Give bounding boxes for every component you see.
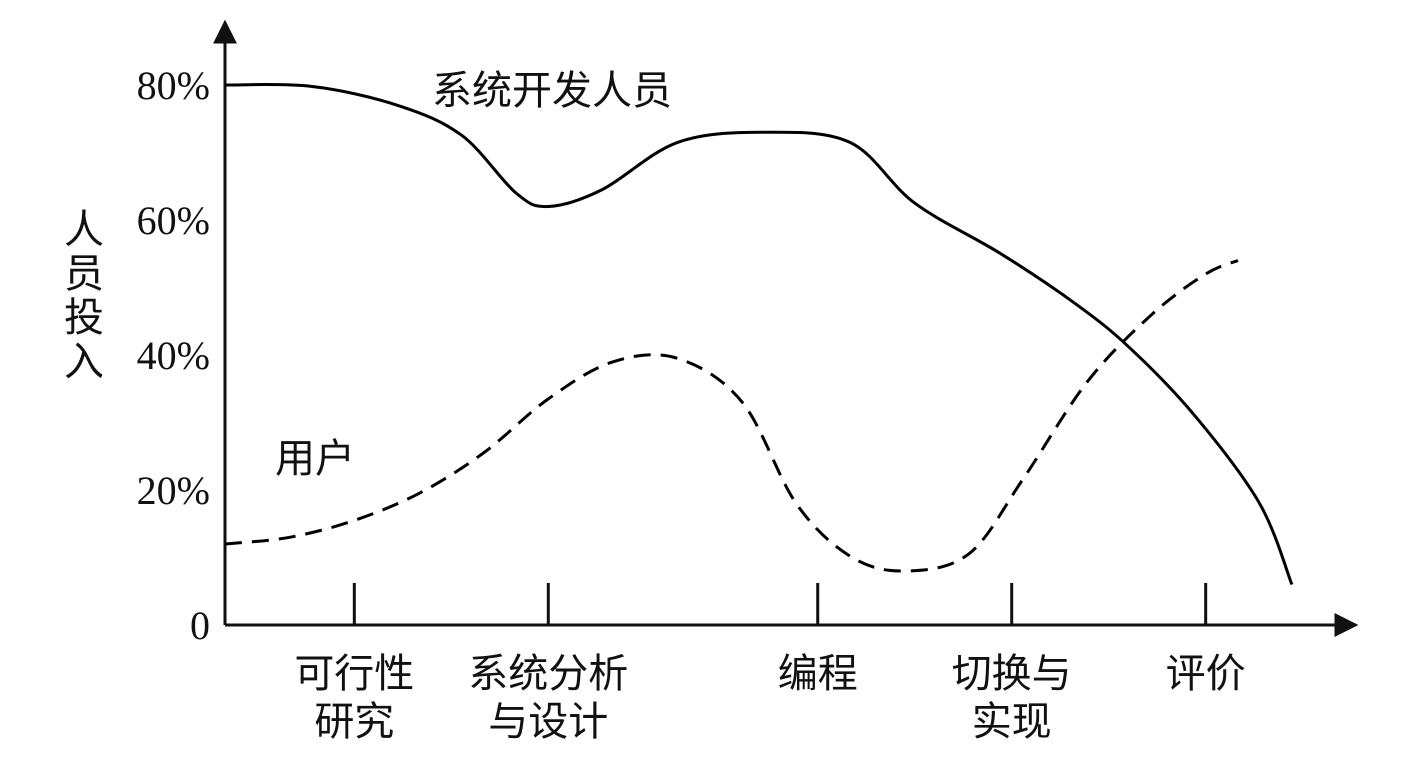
- x-category-label: 编程: [778, 651, 858, 697]
- x-category-label: 评价: [1166, 651, 1246, 697]
- y-tick-label: 40%: [137, 333, 210, 378]
- series-lines: [224, 82, 1294, 586]
- y-axis-label-char: 入: [64, 339, 104, 385]
- series-line-developers: [224, 82, 1294, 586]
- y-tick-label: 0: [190, 603, 210, 648]
- y-tick-label: 60%: [137, 198, 210, 243]
- y-axis-label-char: 员: [64, 251, 104, 297]
- y-axis-label-char: 投: [64, 295, 104, 341]
- y-tick-label: 20%: [137, 468, 210, 513]
- y-axis-label-char: 人: [64, 207, 104, 253]
- x-category-ticks: [352, 583, 1208, 625]
- x-category-label: 系统分析与设计: [468, 651, 628, 745]
- x-category-label: 切换与实现: [952, 651, 1072, 745]
- y-tick-labels: 0 20% 40% 60% 80%: [137, 63, 210, 648]
- series-line-users: [224, 259, 1239, 573]
- y-tick-label: 80%: [137, 63, 210, 108]
- series-label-developers: 系统开发人员: [432, 68, 672, 114]
- series-label-users: 用户: [275, 436, 355, 482]
- x-category-label: 可行性研究: [294, 651, 414, 745]
